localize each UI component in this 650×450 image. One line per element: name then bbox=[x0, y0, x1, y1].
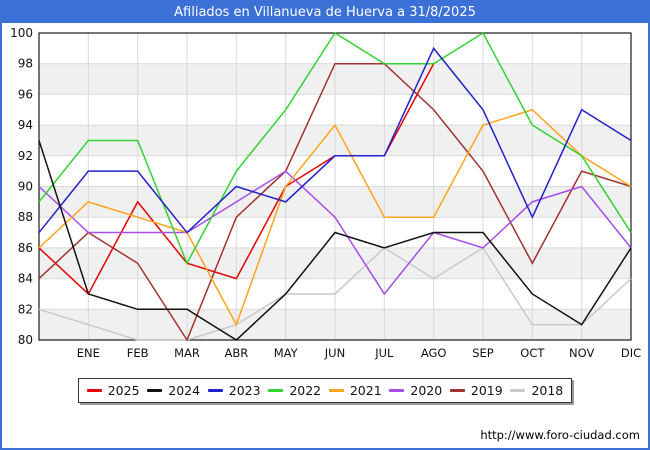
legend-item-2021: 2021 bbox=[328, 383, 382, 398]
chart-svg: 100 98 96 94 92 90 88 86 84 82 80 ENE FEB MAR ABR MAY JU… bbox=[10, 26, 641, 360]
legend-label-2018: 2018 bbox=[531, 383, 564, 398]
y-tick-label: 84 bbox=[18, 272, 33, 286]
y-tick-label: 86 bbox=[18, 241, 33, 255]
x-tick-label-may: MAY bbox=[274, 346, 299, 360]
y-tick-label: 98 bbox=[18, 57, 33, 71]
x-tick-label-sep: SEP bbox=[472, 346, 494, 360]
series-line-2021 bbox=[38, 108, 632, 327]
y-tick-label: 92 bbox=[18, 149, 33, 163]
series-line-2018 bbox=[38, 246, 632, 341]
legend-label-2024: 2024 bbox=[168, 383, 201, 398]
series-line-2020 bbox=[38, 170, 632, 296]
legend-dash-2019 bbox=[449, 389, 465, 392]
y-tick-label: 94 bbox=[18, 118, 33, 132]
series-line-2022 bbox=[38, 31, 632, 266]
x-tick-label-mar: MAR bbox=[174, 346, 200, 360]
legend-label-2019: 2019 bbox=[470, 383, 503, 398]
legend-item-2022: 2022 bbox=[268, 383, 321, 398]
chart-title: Afiliados en Villanueva de Huerva a 31/8… bbox=[174, 5, 476, 20]
x-tick-label-ago: AGO bbox=[421, 346, 447, 360]
legend-label-2022: 2022 bbox=[289, 383, 322, 398]
legend-dash-2021 bbox=[328, 389, 344, 392]
legend-item-2023: 2023 bbox=[207, 383, 261, 398]
x-tick-label-oct: OCT bbox=[520, 346, 545, 360]
legend-item-2020: 2020 bbox=[389, 383, 442, 398]
legend-label-2021: 2021 bbox=[349, 383, 382, 398]
legend: 2025 2024 2023 2022 2021 2020 2019 2018 bbox=[78, 378, 572, 403]
y-tick-label: 88 bbox=[18, 210, 33, 224]
y-tick-label: 90 bbox=[18, 180, 33, 194]
x-tick-label-dic: DIC bbox=[621, 346, 641, 360]
series-line-2023 bbox=[38, 46, 632, 234]
x-tick-label-ene: ENE bbox=[77, 346, 100, 360]
title-bar: Afiliados en Villanueva de Huerva a 31/8… bbox=[2, 2, 648, 23]
legend-item-2019: 2019 bbox=[449, 383, 503, 398]
y-tick-label: 96 bbox=[18, 87, 33, 101]
x-tick-label-nov: NOV bbox=[569, 346, 594, 360]
legend-label-2023: 2023 bbox=[228, 383, 261, 398]
x-tick-label-jul: JUL bbox=[374, 346, 394, 360]
y-tick-label: 100 bbox=[10, 26, 33, 40]
legend-label-2020: 2020 bbox=[410, 383, 443, 398]
legend-dash-2022 bbox=[268, 389, 284, 392]
series-line-2024 bbox=[38, 140, 632, 341]
legend-label-2025: 2025 bbox=[107, 383, 140, 398]
legend-item-2025: 2025 bbox=[86, 383, 140, 398]
legend-dash-2024 bbox=[147, 389, 163, 392]
y-tick-label: 82 bbox=[18, 302, 33, 316]
legend-dash-2025 bbox=[86, 389, 102, 392]
x-tick-label-feb: FEB bbox=[127, 346, 149, 360]
x-tick-label-jun: JUN bbox=[324, 346, 345, 360]
legend-item-2024: 2024 bbox=[147, 383, 200, 398]
legend-item-2018: 2018 bbox=[510, 383, 563, 398]
x-tick-label-abr: ABR bbox=[224, 346, 248, 360]
legend-dash-2018 bbox=[510, 389, 526, 392]
legend-dash-2020 bbox=[389, 389, 405, 392]
footer-url: http://www.foro-ciudad.com bbox=[480, 428, 640, 442]
legend-dash-2023 bbox=[207, 389, 223, 392]
series-line-2019 bbox=[38, 62, 632, 342]
y-tick-label: 80 bbox=[18, 333, 33, 347]
